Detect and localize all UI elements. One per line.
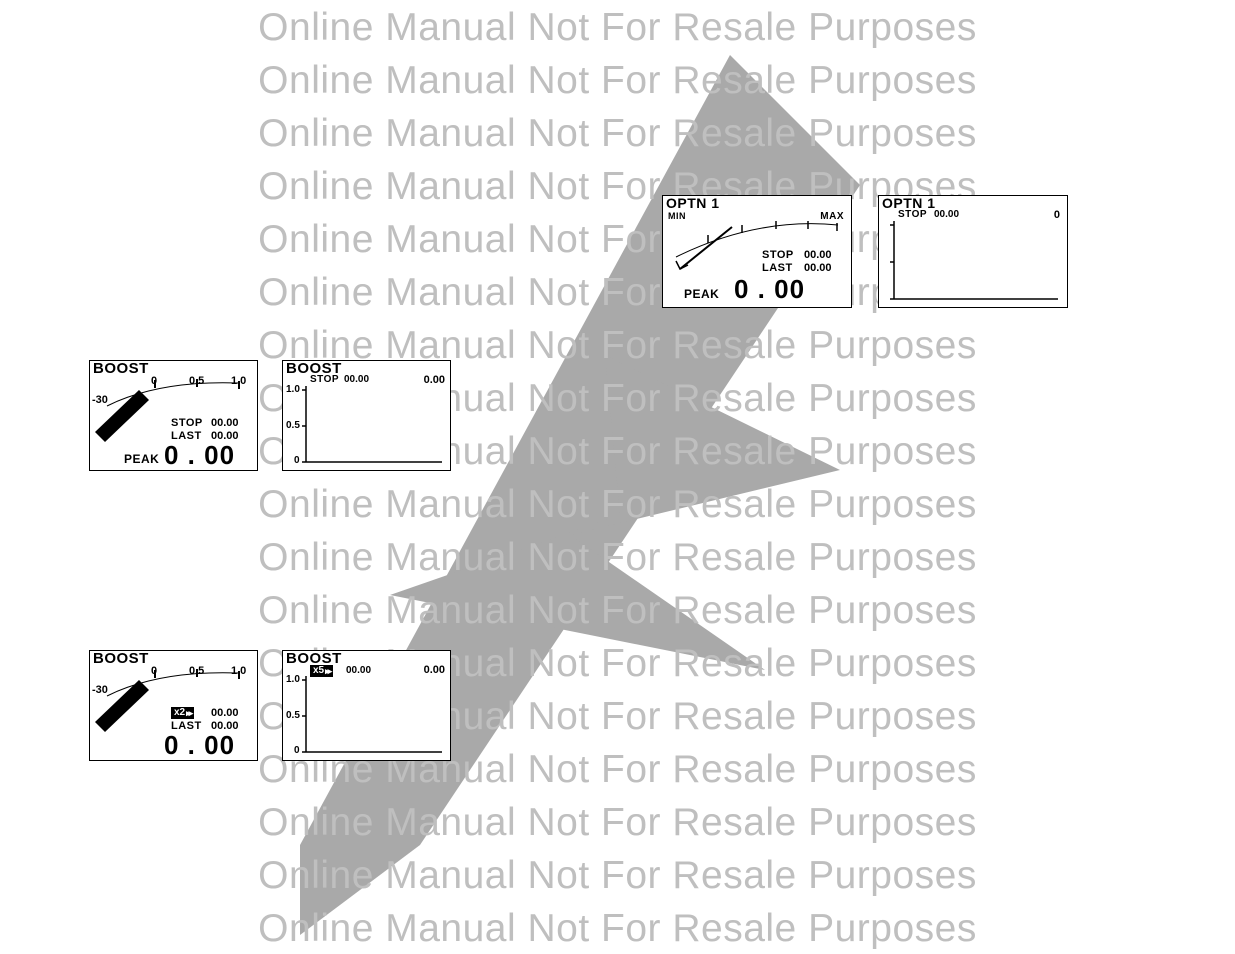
current-value: 0.00 xyxy=(424,374,445,386)
optn1-gauge-panel: OPTN 1 MIN MAX STOP 00.00 LAST 00.00 PEA… xyxy=(662,195,852,308)
peak-label: PEAK xyxy=(124,452,159,466)
stop-label: STOP xyxy=(171,417,203,429)
min-label: -30 xyxy=(92,684,108,696)
tick-0: 0 xyxy=(151,665,157,677)
boost-gauge-panel-x2: BOOST 0 0.5 1.0 -30 x2▸▸ 00.00 LAST 00.0… xyxy=(89,650,258,761)
stop-value: 00.00 xyxy=(804,249,832,261)
badge-arrows-icon: ▸▸ xyxy=(325,667,330,676)
max-label: MAX xyxy=(820,211,844,222)
peak-value: 0 . 00 xyxy=(164,440,235,471)
current-value: 0 xyxy=(1054,209,1060,221)
watermark-line: Online Manual Not For Resale Purposes xyxy=(258,854,977,898)
badge-value: 00.00 xyxy=(346,665,371,676)
watermark-line: Online Manual Not For Resale Purposes xyxy=(258,59,977,103)
watermark-line: Online Manual Not For Resale Purposes xyxy=(258,589,977,633)
ytick-0: 0 xyxy=(294,745,300,756)
boost-graph-panel-x5: BOOST x5▸▸ 00.00 0.00 1.0 0.5 0 xyxy=(282,650,451,761)
badge-arrows-icon: ▸▸ xyxy=(186,709,191,718)
ytick-1: 1.0 xyxy=(286,674,300,685)
watermark-line: Online Manual Not For Resale Purposes xyxy=(258,907,977,951)
last-label: LAST xyxy=(762,262,793,274)
watermark-line: Online Manual Not For Resale Purposes xyxy=(258,801,977,845)
optn1-graph-panel: OPTN 1 STOP 00.00 0 xyxy=(878,195,1068,308)
playback-x2-badge[interactable]: x2▸▸ xyxy=(171,707,194,719)
watermark-line: Online Manual Not For Resale Purposes xyxy=(258,218,977,262)
boost-graph-panel-stop: BOOST STOP 00.00 0.00 1.0 0.5 0 xyxy=(282,360,451,471)
playback-x5-badge[interactable]: x5▸▸ xyxy=(310,665,333,677)
panel-title: BOOST xyxy=(93,650,149,667)
peak-value: 0 . 00 xyxy=(734,274,805,305)
stop-label: STOP xyxy=(762,249,794,261)
stop-value: 00.00 xyxy=(934,209,959,220)
tick-10: 1.0 xyxy=(231,375,246,387)
peak-label: PEAK xyxy=(684,287,719,301)
ytick-1: 1.0 xyxy=(286,384,300,395)
min-label: -30 xyxy=(92,394,108,406)
stop-value: 00.00 xyxy=(211,417,239,429)
boost-gauge-panel-stop: BOOST 0 0.5 1.0 -30 STOP 00.00 LAST 00.0… xyxy=(89,360,258,471)
main-value: 0 . 00 xyxy=(164,730,235,761)
stop-value: 00.00 xyxy=(344,374,369,385)
badge-value: 00.00 xyxy=(211,707,239,719)
watermark-line: Online Manual Not For Resale Purposes xyxy=(258,483,977,527)
watermark-line: Online Manual Not For Resale Purposes xyxy=(258,112,977,156)
ytick-0: 0 xyxy=(294,455,300,466)
stop-label: STOP xyxy=(898,209,927,220)
ytick-05: 0.5 xyxy=(286,710,300,721)
min-label: MIN xyxy=(668,211,686,221)
watermark-line: Online Manual Not For Resale Purposes xyxy=(258,271,977,315)
ytick-05: 0.5 xyxy=(286,420,300,431)
watermark-line: Online Manual Not For Resale Purposes xyxy=(258,165,977,209)
tick-05: 0.5 xyxy=(189,665,204,677)
badge-text: x2 xyxy=(174,708,185,718)
watermark-line: Online Manual Not For Resale Purposes xyxy=(258,6,977,50)
tick-05: 0.5 xyxy=(189,375,204,387)
current-value: 0.00 xyxy=(424,664,445,676)
watermark-line: Online Manual Not For Resale Purposes xyxy=(258,536,977,580)
stop-label: STOP xyxy=(310,374,339,385)
last-value: 00.00 xyxy=(804,262,832,274)
panel-title: OPTN 1 xyxy=(666,195,720,211)
panel-title: BOOST xyxy=(93,360,149,377)
badge-text: x5 xyxy=(313,666,324,676)
tick-10: 1.0 xyxy=(231,665,246,677)
tick-0: 0 xyxy=(151,375,157,387)
